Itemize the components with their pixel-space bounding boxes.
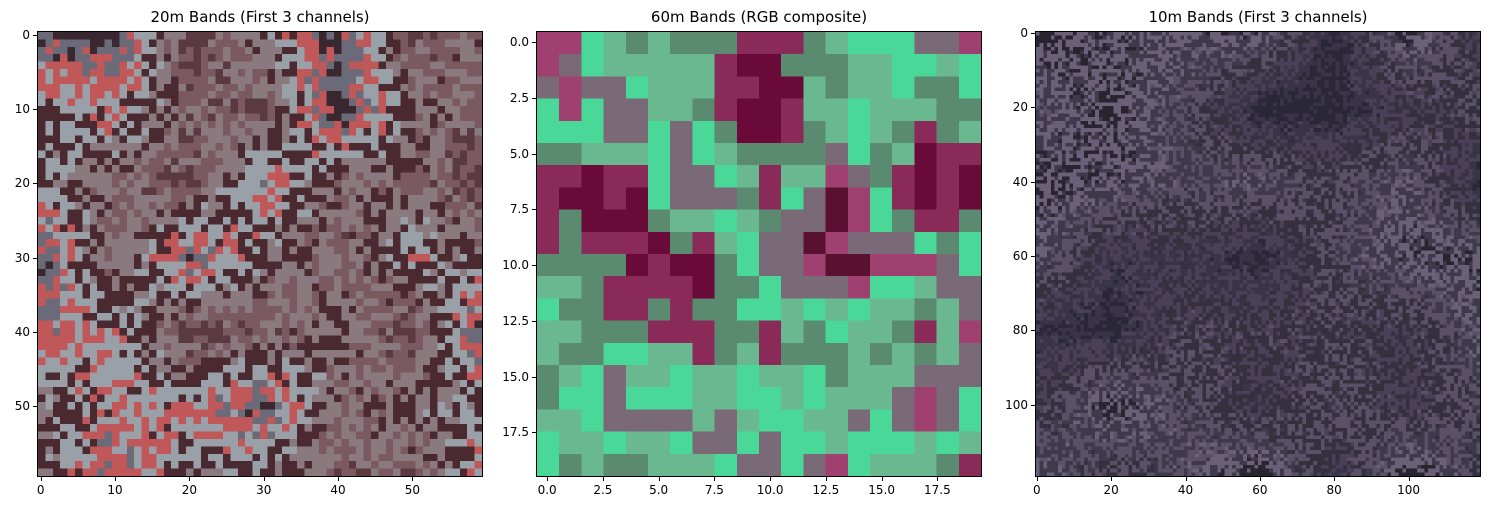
y-tick [33,257,37,259]
heatmap-image [1036,32,1480,476]
y-tick-label: 10.0 [502,258,529,273]
x-tick-label: 40 [1177,483,1194,497]
x-tick-label: 100 [1397,483,1420,497]
x-tick-label: 60 [1252,483,1268,497]
y-tick-label: 20 [1012,100,1028,115]
x-tick [1036,477,1038,481]
x-tick [881,477,883,481]
y-tick-label: 40 [1012,174,1028,189]
x-tick-label: 80 [1326,483,1342,497]
x-tick [602,477,604,481]
x-tick [825,477,827,481]
x-tick [714,477,716,481]
y-tick [33,109,37,111]
y-tick-label: 5.0 [509,146,529,161]
y-tick [532,432,536,434]
y-tick-label: 7.5 [509,202,529,217]
y-tick-label: 100 [1005,397,1028,412]
x-tick [40,477,42,481]
x-tick [412,477,414,481]
x-tick-label: 0 [1033,483,1041,497]
x-tick [937,477,939,481]
x-tick-label: 20 [181,483,198,497]
y-tick-label: 30 [14,250,30,265]
x-tick-label: 2.5 [593,483,613,497]
x-tick-label: 10 [107,483,123,497]
y-tick [532,42,536,44]
y-tick [1031,330,1035,332]
chart-title: 60m Bands (RGB composite) [650,8,868,26]
x-tick-label: 12.5 [812,483,840,497]
y-tick-label: 0 [22,27,30,42]
y-tick [532,97,536,99]
x-tick-label: 17.5 [924,483,951,497]
x-tick-label: 50 [404,483,421,497]
y-tick [33,332,37,334]
y-tick [532,376,536,378]
y-tick-label: 20 [14,176,30,191]
x-tick-label: 7.5 [704,483,724,497]
x-tick [1111,477,1113,481]
x-tick [1334,477,1336,481]
x-tick-label: 15.0 [868,483,895,497]
y-tick-label: 10 [14,102,30,117]
y-tick [532,153,536,155]
heatmap-image [38,32,482,476]
y-tick [1031,32,1035,34]
x-tick-label: 5.0 [649,483,669,497]
y-tick [33,183,37,185]
x-tick-label: 0 [36,483,45,497]
x-tick [115,477,117,481]
y-tick-label: 50 [14,399,30,414]
heatmap-image [537,32,981,476]
heatmap-plot-area [536,31,982,477]
heatmap-plot-area [1035,31,1481,477]
y-tick [532,209,536,211]
chart-title: 20m Bands (First 3 channels) [150,8,370,26]
x-tick [189,477,191,481]
x-tick [1259,477,1261,481]
x-tick-label: 0.0 [537,483,557,497]
y-tick-label: 40 [14,325,30,340]
y-tick-label: 80 [1012,323,1028,338]
y-tick [33,406,37,408]
x-tick-label: 30 [256,483,272,497]
y-tick [1031,107,1035,109]
y-tick [1031,181,1035,183]
x-tick [547,477,549,481]
x-tick [1408,477,1410,481]
y-tick [1031,404,1035,406]
x-tick [1185,477,1187,481]
y-tick-label: 60 [1012,248,1028,263]
y-tick-label: 0.0 [509,35,529,50]
x-tick [338,477,340,481]
chart-title: 10m Bands (First 3 channels) [1148,8,1368,26]
y-tick-label: 0 [1020,25,1028,40]
x-tick [770,477,772,481]
y-tick-label: 17.5 [502,425,529,440]
x-tick-label: 10.0 [756,483,784,497]
x-tick-label: 40 [330,483,346,497]
heatmap-plot-area [37,31,483,477]
y-tick-label: 2.5 [509,90,529,105]
y-tick [1031,255,1035,257]
panel-20m: 20m Bands (First 3 channels) [0,0,490,509]
y-tick-label: 12.5 [502,313,529,328]
x-tick-label: 20 [1103,483,1119,497]
x-tick [263,477,265,481]
y-tick [532,320,536,322]
x-tick [658,477,660,481]
y-tick [532,265,536,267]
y-tick-label: 15.0 [502,369,529,384]
y-tick [33,34,37,36]
